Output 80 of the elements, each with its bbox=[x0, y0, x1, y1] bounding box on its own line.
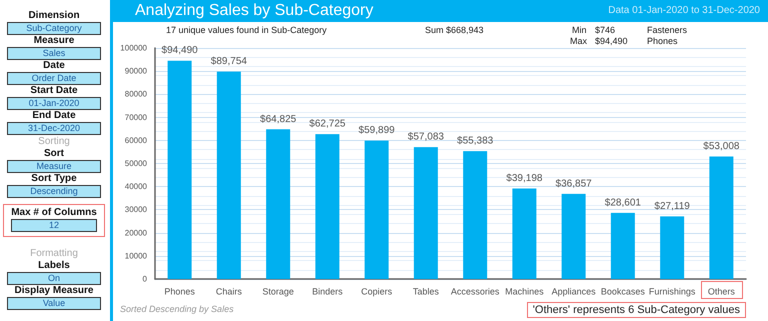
data-label: $64,825 bbox=[260, 114, 297, 125]
bar bbox=[512, 188, 536, 279]
bar bbox=[168, 60, 192, 279]
x-tick-label: Storage bbox=[262, 286, 294, 296]
bar bbox=[315, 134, 340, 279]
text: 'Others' represents 6 Sub-Category values bbox=[526, 302, 746, 318]
chart-title: Analyzing Sales by Sub-Category bbox=[135, 2, 374, 20]
text: End Date bbox=[31, 110, 77, 122]
bar bbox=[266, 129, 290, 279]
text: Phones bbox=[647, 36, 678, 46]
y-tick-label: 40000 bbox=[124, 182, 148, 192]
text: Sum $668,943 bbox=[425, 25, 484, 35]
text: Sort bbox=[43, 148, 65, 160]
y-tick-label: 30000 bbox=[124, 205, 148, 214]
y-tick-label: 50000 bbox=[124, 159, 148, 168]
bar bbox=[414, 147, 438, 279]
x-tick-label: Chairs bbox=[216, 286, 242, 296]
bar bbox=[709, 156, 734, 279]
y-tick-label: 90000 bbox=[124, 66, 148, 76]
data-label: $89,754 bbox=[210, 56, 248, 68]
data-label: $36,857 bbox=[556, 178, 592, 190]
data-label: $55,383 bbox=[457, 136, 494, 147]
data-label: $59,899 bbox=[358, 125, 396, 136]
text: Max bbox=[570, 36, 588, 46]
x-tick-label: Machines bbox=[505, 286, 544, 296]
data-label: $94,490 bbox=[162, 45, 198, 56]
bar bbox=[562, 194, 586, 279]
x-tick-label: Copiers bbox=[361, 286, 393, 296]
text: Sales bbox=[7, 47, 101, 60]
y-tick-label: 60000 bbox=[124, 136, 148, 145]
data-label: $39,198 bbox=[506, 172, 543, 184]
text: Value bbox=[7, 297, 101, 310]
text: On bbox=[7, 272, 101, 285]
data-label: $27,119 bbox=[654, 200, 690, 212]
x-tick-label: Phones bbox=[164, 286, 196, 296]
y-tick-label: 0 bbox=[142, 274, 148, 284]
text: Measure bbox=[7, 160, 101, 173]
text: Start Date bbox=[29, 85, 79, 97]
bar bbox=[216, 72, 241, 279]
text: Order Date bbox=[7, 72, 101, 85]
text: Measure bbox=[32, 35, 76, 47]
text: Min bbox=[572, 25, 587, 35]
x-tick-label: Accessories bbox=[450, 286, 500, 296]
text: Formatting bbox=[29, 247, 79, 260]
text: 17 unique values found in Sub-Category bbox=[166, 25, 327, 35]
outline-frame: Max # of Columns 12 bbox=[3, 204, 105, 237]
text: Sub-Category bbox=[7, 22, 101, 35]
text: 31-Dec-2020 bbox=[7, 122, 101, 135]
text: Date bbox=[42, 60, 66, 72]
bar bbox=[364, 140, 389, 279]
data-label: $53,008 bbox=[703, 141, 740, 152]
text: Labels bbox=[37, 260, 71, 272]
data-label: $57,083 bbox=[408, 132, 444, 143]
text: $746 bbox=[595, 25, 616, 35]
x-tick-label: Binders bbox=[312, 286, 344, 296]
bar bbox=[660, 216, 684, 279]
data-label: $28,601 bbox=[604, 197, 642, 208]
x-tick-label: Furnishings bbox=[648, 286, 696, 296]
text: $94,490 bbox=[595, 36, 628, 46]
text: Display Measure bbox=[14, 285, 94, 297]
y-tick-label: 80000 bbox=[124, 90, 148, 99]
text: Descending bbox=[7, 185, 101, 198]
bar bbox=[463, 151, 488, 279]
y-tick-label: 20000 bbox=[124, 228, 148, 238]
y-tick-label: 70000 bbox=[124, 112, 148, 122]
text: Fasteners bbox=[647, 25, 688, 35]
text: Dimension bbox=[27, 10, 81, 22]
text: Sorting bbox=[37, 135, 71, 148]
x-tick-label: Tables bbox=[412, 286, 440, 296]
y-tick-label: 100000 bbox=[120, 44, 148, 52]
text: Sorted Descending by Sales bbox=[120, 304, 234, 314]
data-label: $62,725 bbox=[309, 118, 346, 130]
x-tick-label: Bookcases bbox=[600, 286, 646, 296]
text: 01-Jan-2020 bbox=[7, 97, 101, 110]
y-tick-label: 10000 bbox=[124, 251, 148, 260]
x-tick-label: Others bbox=[708, 286, 736, 296]
text: Sort Type bbox=[30, 173, 78, 185]
x-tick-label: Appliances bbox=[552, 286, 596, 296]
chart-subtitle: Data 01-Jan-2020 to 31-Dec-2020 bbox=[608, 5, 760, 16]
bar bbox=[610, 212, 635, 279]
